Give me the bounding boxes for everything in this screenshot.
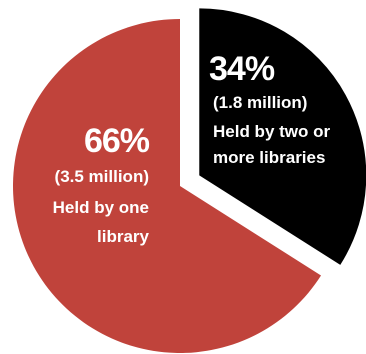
slice-two-or-more-percent: 34% <box>209 50 275 88</box>
slice-one-library-count: (3.5 million) <box>55 167 149 186</box>
slice-one-library-desc-line-2: library <box>97 227 150 246</box>
pie-slice-two-or-more-libraries <box>199 8 366 265</box>
slice-two-or-more-desc-line-2: more libraries <box>213 148 325 167</box>
slice-two-or-more-count: (1.8 million) <box>213 93 307 112</box>
slice-one-library-percent: 66% <box>84 122 150 160</box>
slice-two-or-more-desc-line-1: Held by two or <box>213 122 331 141</box>
slice-one-library-desc-line-1: Held by one <box>53 198 149 217</box>
pie-slice-one-library <box>13 19 322 353</box>
